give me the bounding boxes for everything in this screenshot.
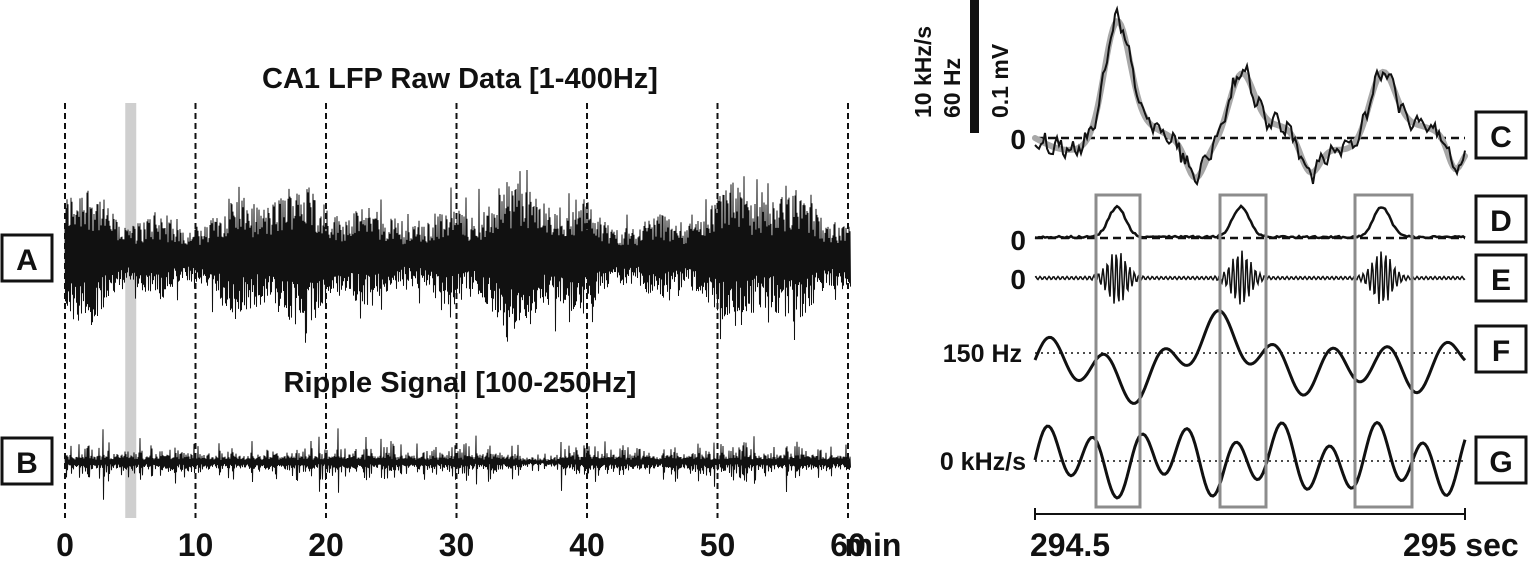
right-panel: 10 kHz/s 60 Hz 0.1 mV 0 0 0 150 Hz 0 kHz… <box>910 0 1528 562</box>
scale-label-accel: 10 kHz/s <box>910 26 936 118</box>
minute-axis-unit: min <box>845 527 902 557</box>
panel-label-g: G <box>1474 435 1528 485</box>
tick-label-60: 60 <box>830 527 866 557</box>
svg-text:G: G <box>1489 446 1512 479</box>
tick-label-50: 50 <box>700 527 736 557</box>
tick-label-30: 30 <box>439 527 475 557</box>
scale-label-freq: 60 Hz <box>939 58 965 118</box>
raw-lfp-trace <box>64 169 851 343</box>
ripple-envelope-trace <box>1034 204 1466 240</box>
panel-label-b: B <box>0 436 54 486</box>
svg-text:D: D <box>1490 205 1512 238</box>
ripple-event-box-3 <box>1353 193 1414 509</box>
title-ripple-signal: Ripple Signal [100-250Hz] <box>284 367 637 399</box>
panel-label-a: A <box>0 233 54 283</box>
right-panel-labels: C DE F G <box>1474 110 1528 485</box>
svg-text:C: C <box>1490 121 1512 154</box>
time-axis-start: 294.5 <box>1030 527 1110 557</box>
svg-text:B: B <box>16 447 38 480</box>
selected-time-highlight <box>125 103 137 518</box>
ripple-band-trace <box>1034 250 1466 305</box>
left-panel: CA1 LFP Raw Data [1-400Hz] Ripple Signal… <box>0 63 902 562</box>
frequency-acceleration-trace <box>1033 420 1467 500</box>
scale-bar <box>970 0 979 133</box>
panel-label-f: F <box>1474 324 1528 374</box>
svg-text:A: A <box>16 244 38 277</box>
ripple-event-box-2 <box>1218 193 1268 509</box>
scale-label-voltage: 0.1 mV <box>987 43 1013 118</box>
tick-label-20: 20 <box>308 527 344 557</box>
panel-label-e: E <box>1474 253 1528 303</box>
svg-text:F: F <box>1492 335 1510 368</box>
instantaneous-frequency-trace <box>1033 309 1467 405</box>
minute-axis-ticks: 0 10 20 30 40 50 60 <box>56 527 866 562</box>
time-axis-end: 295 sec <box>1403 527 1519 557</box>
title-raw-data: CA1 LFP Raw Data [1-400Hz] <box>262 63 658 95</box>
tick-label-40: 40 <box>569 527 605 557</box>
zero-label-c: 0 <box>1010 124 1026 155</box>
ripple-signal-trace <box>64 428 851 500</box>
ripple-event-box-1 <box>1094 193 1142 509</box>
panel-label-c: C <box>1474 110 1528 160</box>
panel-label-d: D <box>1474 194 1528 244</box>
svg-text:E: E <box>1491 264 1511 297</box>
zero-label-d: 0 <box>1010 225 1026 256</box>
tick-label-10: 10 <box>178 527 214 557</box>
zero-label-e: 0 <box>1010 264 1026 295</box>
reference-label-accel: 0 kHz/s <box>940 448 1026 476</box>
reference-label-freq: 150 Hz <box>943 340 1022 368</box>
lfp-detail-trace <box>1034 5 1466 187</box>
tick-label-0: 0 <box>56 527 74 557</box>
ripple-event-boxes <box>1094 193 1414 509</box>
